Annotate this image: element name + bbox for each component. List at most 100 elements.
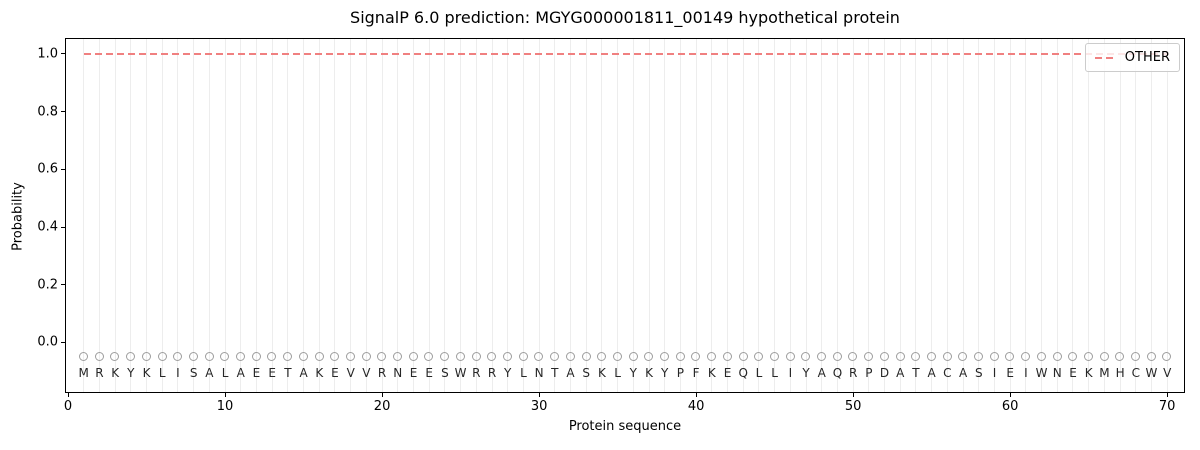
gridline (350, 39, 352, 392)
residue-marker-circle (1083, 352, 1093, 362)
x-axis-tick-label: 20 (373, 399, 391, 414)
residue-marker-circle (754, 352, 764, 362)
residue-letter: N (534, 365, 544, 380)
chart-title: SignalP 6.0 prediction: MGYG000001811_00… (350, 8, 900, 27)
residue-letter: R (487, 365, 497, 380)
gridline (303, 39, 305, 392)
residue-marker-circle (330, 352, 340, 362)
gridline (648, 39, 650, 392)
residue-marker-circle (283, 352, 293, 362)
gridline (193, 39, 195, 392)
residue-marker-circle (612, 352, 622, 362)
residue-marker-circle (204, 352, 214, 362)
x-axis-tick (1166, 393, 1168, 397)
residue-letter: Y (661, 365, 669, 380)
residue-marker-circle (958, 352, 968, 362)
residue-marker-circle (989, 352, 999, 362)
residue-letter: A (817, 365, 826, 380)
residue-letter: L (520, 365, 527, 380)
gridline (993, 39, 995, 392)
y-axis-tick (61, 168, 65, 170)
residue-letter: I (1024, 365, 1028, 380)
residue-letter: W (1145, 365, 1158, 380)
y-axis-tick (61, 341, 65, 343)
residue-marker-circle (393, 352, 403, 362)
residue-letter: R (848, 365, 858, 380)
residue-letter: I (788, 365, 793, 380)
gridline (522, 39, 524, 392)
x-axis-tick (852, 393, 854, 397)
y-axis-tick (61, 226, 65, 228)
residue-marker-circle (455, 352, 465, 362)
gridline (789, 39, 791, 392)
residue-letter: T (912, 365, 920, 380)
residue-marker-circle (1005, 352, 1015, 362)
residue-marker-circle (817, 352, 827, 362)
residue-marker-circle (236, 352, 246, 362)
residue-marker-circle (597, 352, 607, 362)
residue-marker-circle (94, 352, 104, 362)
legend-dashed-line-icon (1094, 56, 1117, 59)
gridline (1088, 39, 1090, 392)
residue-marker-circle (628, 352, 638, 362)
gridline (381, 39, 383, 392)
gridline (632, 39, 634, 392)
gridline (475, 39, 477, 392)
residue-letter: Q (832, 365, 843, 380)
residue-marker-circle (471, 352, 481, 362)
gridline (1150, 39, 1152, 392)
residue-marker-circle (251, 352, 261, 362)
residue-letter: R (377, 365, 387, 380)
residue-marker-circle (188, 352, 198, 362)
y-axis-tick-label: 0.0 (37, 334, 58, 350)
residue-marker-circle (1068, 352, 1078, 362)
residue-letter: L (614, 365, 621, 380)
residue-letter: A (566, 365, 575, 380)
residue-letter: D (879, 365, 890, 380)
gridline (868, 39, 870, 392)
gridline (570, 39, 571, 392)
residue-marker-circle (110, 352, 120, 362)
gridline (177, 39, 179, 392)
gridline (224, 39, 226, 392)
gridline (240, 39, 242, 392)
gridline (460, 39, 462, 392)
residue-letter: A (958, 365, 968, 380)
y-axis-label: Probability (10, 182, 26, 251)
y-axis-tick (61, 284, 65, 286)
residue-letter: A (236, 365, 245, 380)
gridline (1166, 39, 1168, 392)
residue-marker-circle (581, 352, 591, 362)
residue-letter: H (1115, 365, 1125, 380)
residue-letter: K (315, 365, 324, 380)
residue-marker-circle (141, 352, 151, 362)
residue-marker-circle (722, 352, 732, 362)
residue-letter: C (1131, 365, 1140, 380)
residue-marker-circle (267, 352, 277, 362)
residue-marker-circle (848, 352, 858, 362)
residue-letter: V (362, 365, 371, 380)
residue-marker-circle (832, 352, 842, 362)
gridline (1119, 39, 1121, 392)
y-axis-tick (61, 53, 65, 55)
gridline (946, 39, 948, 392)
gridline (585, 39, 587, 392)
residue-letter: K (597, 365, 606, 380)
residue-letter: K (111, 365, 120, 380)
gridline (1009, 39, 1011, 392)
gridline (1041, 39, 1043, 392)
x-axis-tick-label: 0 (63, 399, 73, 414)
gridline (412, 39, 414, 392)
residue-letter: K (707, 365, 716, 380)
x-axis-tick-label: 40 (687, 399, 705, 414)
residue-letter: M (1099, 365, 1110, 380)
residue-letter: L (221, 365, 229, 380)
residue-marker-circle (864, 352, 874, 362)
residue-marker-circle (298, 352, 308, 362)
residue-letter: N (393, 365, 403, 380)
residue-marker-circle (503, 352, 512, 362)
residue-letter: C (943, 365, 952, 380)
residue-marker-circle (314, 352, 324, 362)
residue-letter: T (551, 365, 559, 380)
